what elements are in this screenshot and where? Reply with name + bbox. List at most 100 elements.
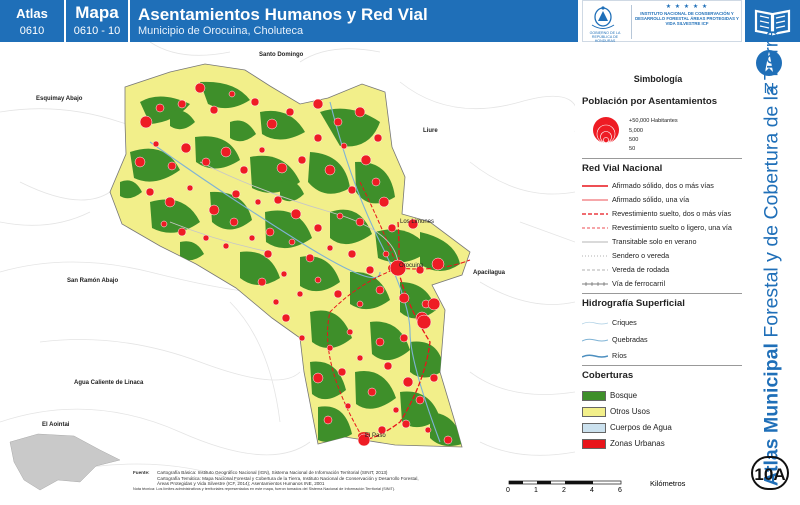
scale-tick: 0 [506, 487, 510, 494]
place-agua-caliente-de-linaca: Agua Caliente de Linaca [74, 380, 144, 386]
settlement-marker [375, 337, 385, 347]
road-label: Vía de ferrocarril [612, 279, 666, 288]
settlement-marker [145, 187, 155, 197]
settlement-marker [377, 425, 387, 435]
scale-tick: 1 [534, 487, 538, 494]
side-title-rest: Forestal y de Cobertura de la Tierra [760, 29, 783, 344]
settlement-marker [280, 270, 288, 278]
institution-logos: GOBIERNO DE LA REPÚBLICA DE HONDURAS ★ ★… [582, 0, 742, 43]
settlement-marker [333, 117, 343, 127]
settlement-marker [357, 433, 371, 447]
title-box: Asentamientos Humanos y Red Vial Municip… [130, 0, 578, 42]
settlement-marker [427, 297, 441, 311]
hydro-legend-item: Quebradas [582, 335, 746, 345]
header: Atlas 0610 Mapa 0610 - 10 Asentamientos … [0, 0, 745, 42]
source-notes: Fuente: Cartografía Básica: Instituto Ge… [133, 470, 473, 491]
settlement-marker [312, 98, 324, 110]
atlas-number: 0610 [19, 25, 45, 37]
settlement-marker [356, 300, 364, 308]
settlement-marker [250, 97, 260, 107]
cover-swatch-water [582, 423, 606, 433]
settlement-marker [378, 196, 390, 208]
settlement-marker [373, 133, 383, 143]
settlement-marker [167, 161, 177, 171]
settlement-marker [354, 106, 366, 118]
settlement-marker [276, 162, 288, 174]
atlas-label: Atlas [16, 6, 48, 21]
map-code-box: Mapa 0610 - 10 [66, 0, 128, 42]
settlement-marker [296, 290, 304, 298]
road-symbol [582, 241, 608, 243]
side-strip: N [745, 42, 800, 500]
stream-symbol [582, 321, 608, 325]
settlement-marker [347, 185, 357, 195]
settlement-marker [407, 218, 419, 230]
road-label: Transitable solo en verano [612, 237, 697, 246]
settlement-marker [254, 198, 262, 206]
settlement-marker [424, 426, 432, 434]
settlement-marker [288, 238, 296, 246]
road-symbol [582, 199, 608, 201]
outside-network [0, 41, 579, 483]
gov-caption: GOBIERNO DE LA REPÚBLICA DE HONDURAS [589, 31, 621, 43]
map-frame: Santo Domingo Esquimay Abajo Liure San R… [0, 41, 579, 500]
population-label-3: 500 [629, 137, 639, 143]
settlement-marker [340, 142, 348, 150]
place-san-ramon-abajo: San Ramón Abajo [67, 278, 119, 284]
road-label: Revestimiento suelto o ligero, una vía [612, 223, 732, 232]
road-legend-item: Revestimiento suelto o ligero, una vía [582, 223, 746, 233]
population-title: Población por Asentamientos [582, 96, 718, 107]
settlement-marker [164, 196, 176, 208]
rivers [149, 101, 441, 443]
settlement-marker [160, 220, 168, 228]
settlement-marker [313, 133, 323, 143]
place-los-limones: Los Limones [400, 219, 435, 225]
road-legend-item: Afirmado sólido, dos o más vías [582, 181, 746, 191]
settlement-marker [383, 361, 393, 371]
honduras-coat-of-arms-icon [591, 6, 615, 29]
road-symbol [582, 185, 608, 187]
settlement-marker [257, 277, 267, 287]
settlement-marker [443, 435, 453, 445]
settlement-marker [152, 140, 160, 148]
settlement-marker [360, 154, 372, 166]
road-label: Sendero o vereda [612, 251, 670, 260]
map-number: 0610 - 10 [73, 25, 121, 37]
settlement-marker [229, 217, 239, 227]
settlement-marker [415, 395, 425, 405]
settlement-marker [336, 212, 344, 220]
road-label: Vereda de rodada [612, 265, 670, 274]
settlement-marker [399, 333, 409, 343]
logo-divider [631, 5, 632, 39]
settlement-marker [431, 257, 445, 271]
settlement-marker [285, 107, 295, 117]
road-label: Afirmado sólido, dos o más vías [612, 181, 714, 190]
road-label: Revestimiento suelto, dos o más vías [612, 209, 732, 218]
settlement-marker [356, 354, 364, 362]
map-subtitle: Municipio de Orocuina, Choluteca [138, 25, 304, 37]
river-symbol [582, 354, 608, 358]
map-canvas [0, 41, 579, 491]
settlement-marker [298, 334, 306, 342]
settlement-marker [258, 146, 266, 154]
scale-bar: 0 1 2 4 6 Kilómetros [505, 478, 745, 500]
settlement-marker [202, 234, 210, 242]
source-line: Cartografía Temática: Mapa Nacional Fore… [157, 475, 419, 481]
settlement-marker [392, 406, 400, 414]
settlement-marker [371, 177, 381, 187]
settlement-marker [402, 376, 414, 388]
place-santo-domingo: Santo Domingo [259, 52, 304, 58]
hydro-legend-item: Criques [582, 318, 746, 328]
scale-bar-graphic [508, 480, 622, 485]
settlement-marker [337, 367, 347, 377]
settlement-marker [139, 115, 153, 129]
legend-separator [582, 293, 742, 294]
population-label-2: 5,000 [629, 128, 643, 134]
settlement-marker [266, 118, 278, 130]
settlement-marker [389, 259, 407, 277]
source-line: Cartografía Básica: Instituto Geográfico… [157, 470, 388, 475]
settlement-marker [355, 217, 365, 227]
settlement-marker [401, 419, 411, 429]
book-box [745, 0, 800, 42]
open-book-icon [754, 9, 791, 36]
